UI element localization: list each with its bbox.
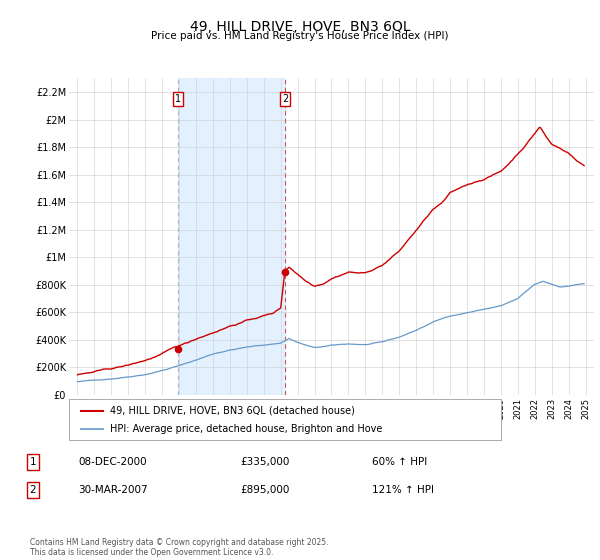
Text: Contains HM Land Registry data © Crown copyright and database right 2025.
This d: Contains HM Land Registry data © Crown c… bbox=[30, 538, 329, 557]
Text: 30-MAR-2007: 30-MAR-2007 bbox=[78, 485, 148, 495]
Text: 2: 2 bbox=[282, 94, 288, 104]
Text: Price paid vs. HM Land Registry's House Price Index (HPI): Price paid vs. HM Land Registry's House … bbox=[151, 31, 449, 41]
Bar bbox=[178, 78, 285, 395]
Text: 121% ↑ HPI: 121% ↑ HPI bbox=[372, 485, 434, 495]
Text: 1: 1 bbox=[175, 94, 181, 104]
Text: 49, HILL DRIVE, HOVE, BN3 6QL: 49, HILL DRIVE, HOVE, BN3 6QL bbox=[190, 20, 410, 34]
Text: 49, HILL DRIVE, HOVE, BN3 6QL (detached house): 49, HILL DRIVE, HOVE, BN3 6QL (detached … bbox=[110, 405, 355, 416]
Text: £335,000: £335,000 bbox=[240, 457, 289, 467]
Text: 08-DEC-2000: 08-DEC-2000 bbox=[78, 457, 146, 467]
Text: HPI: Average price, detached house, Brighton and Hove: HPI: Average price, detached house, Brig… bbox=[110, 424, 382, 434]
Text: £895,000: £895,000 bbox=[240, 485, 289, 495]
Text: 2: 2 bbox=[29, 485, 37, 495]
Text: 60% ↑ HPI: 60% ↑ HPI bbox=[372, 457, 427, 467]
Text: 1: 1 bbox=[29, 457, 37, 467]
